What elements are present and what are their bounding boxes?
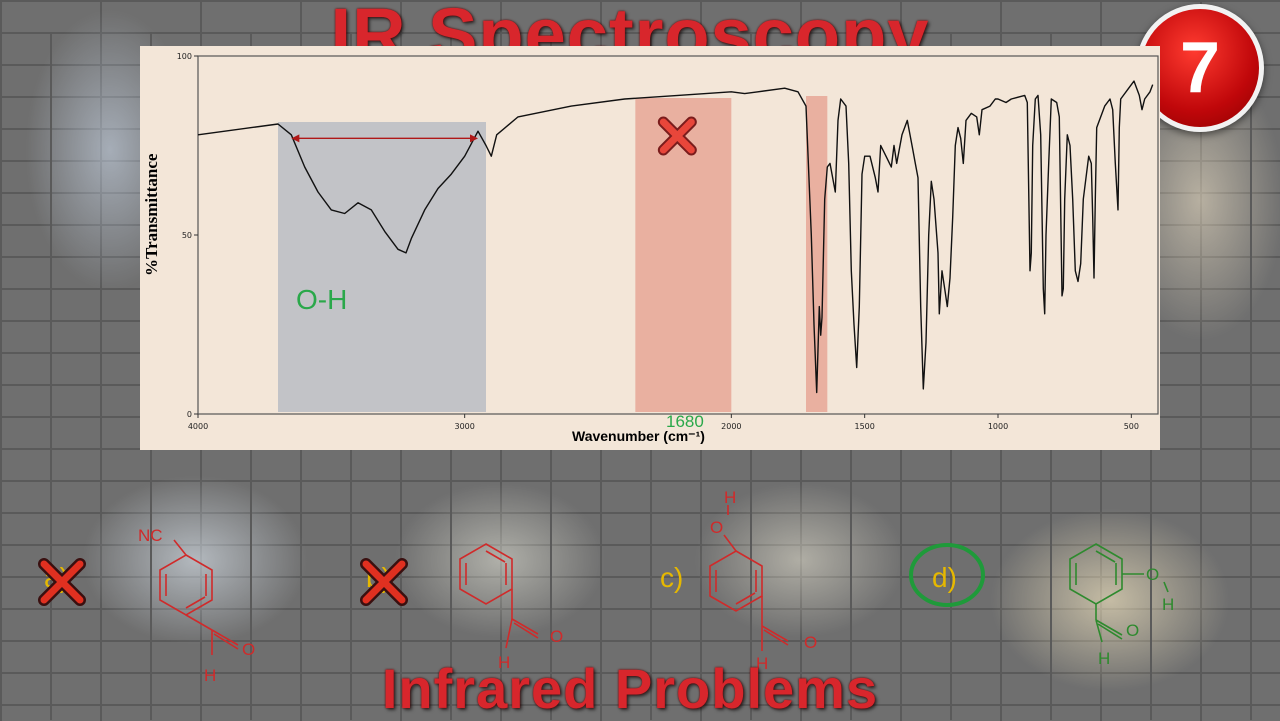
- option-c-hydroxyl-h: H: [724, 488, 736, 507]
- oh-width-arrow-right-head: [470, 134, 478, 143]
- option-b-o: O: [550, 627, 563, 646]
- option-c-aldehyde-h: H: [756, 654, 768, 673]
- highlight-band-2: [806, 96, 828, 412]
- x-tick-label-2: 2000: [721, 422, 741, 431]
- option-d-answer-circle: [909, 543, 985, 607]
- y-tick-label-1: 50: [182, 231, 192, 240]
- oh-width-arrow-left-head: [291, 134, 300, 143]
- spectrum-series-line-0: [197, 80, 1154, 394]
- option-a-nc: NC: [138, 526, 163, 545]
- ir-spectrum-chart: 0 50 100 4000 3000 2000 1500 1000 500 %Transmitt…: [140, 46, 1160, 450]
- x-tick-label-1: 3000: [454, 422, 474, 431]
- x-tick-label-5: 500: [1124, 422, 1139, 431]
- highlight-band-1: [635, 98, 732, 412]
- option-d-hydroxyl-h: H: [1162, 595, 1174, 614]
- option-a-molecule: NC H O: [138, 526, 255, 685]
- option-a-cross-icon: [38, 558, 86, 606]
- option-c-hydroxyl-o: O: [710, 518, 723, 537]
- option-b-molecule: H O: [459, 543, 563, 672]
- peak-1680-label: 1680: [666, 412, 704, 431]
- option-d-molecule: O H H O: [1069, 543, 1174, 668]
- option-b-cross-icon: [360, 558, 408, 606]
- option-c-letter: c): [660, 562, 684, 593]
- oh-band-label: O-H: [296, 284, 348, 315]
- option-d-hydroxyl-o: O: [1146, 565, 1159, 584]
- option-a-h: H: [204, 666, 216, 685]
- option-a-o: O: [242, 640, 255, 659]
- y-axis-label: %Transmittance: [142, 153, 161, 276]
- y-tick-label-0: 0: [187, 410, 192, 419]
- band-cross-icon-b: [659, 118, 695, 154]
- y-tick-label-2: 100: [177, 52, 192, 61]
- option-c-molecule: H O H O: [709, 488, 817, 673]
- option-d-aldehyde-h: H: [1098, 649, 1110, 668]
- option-c-aldehyde-o: O: [804, 633, 817, 652]
- x-tick-label-4: 1000: [988, 422, 1008, 431]
- x-tick-label-3: 1500: [854, 422, 874, 431]
- footer-title: Infrared Problems: [381, 657, 879, 720]
- x-axis-label: Wavenumber (cm⁻¹): [572, 428, 705, 444]
- option-b-h: H: [498, 653, 510, 672]
- option-d-letter: d): [932, 562, 957, 593]
- x-tick-label-0: 4000: [188, 422, 208, 431]
- option-d-aldehyde-o: O: [1126, 621, 1139, 640]
- spectrum-svg: 0 50 100 4000 3000 2000 1500 1000 500: [177, 52, 1159, 431]
- highlight-band-0: [278, 122, 486, 412]
